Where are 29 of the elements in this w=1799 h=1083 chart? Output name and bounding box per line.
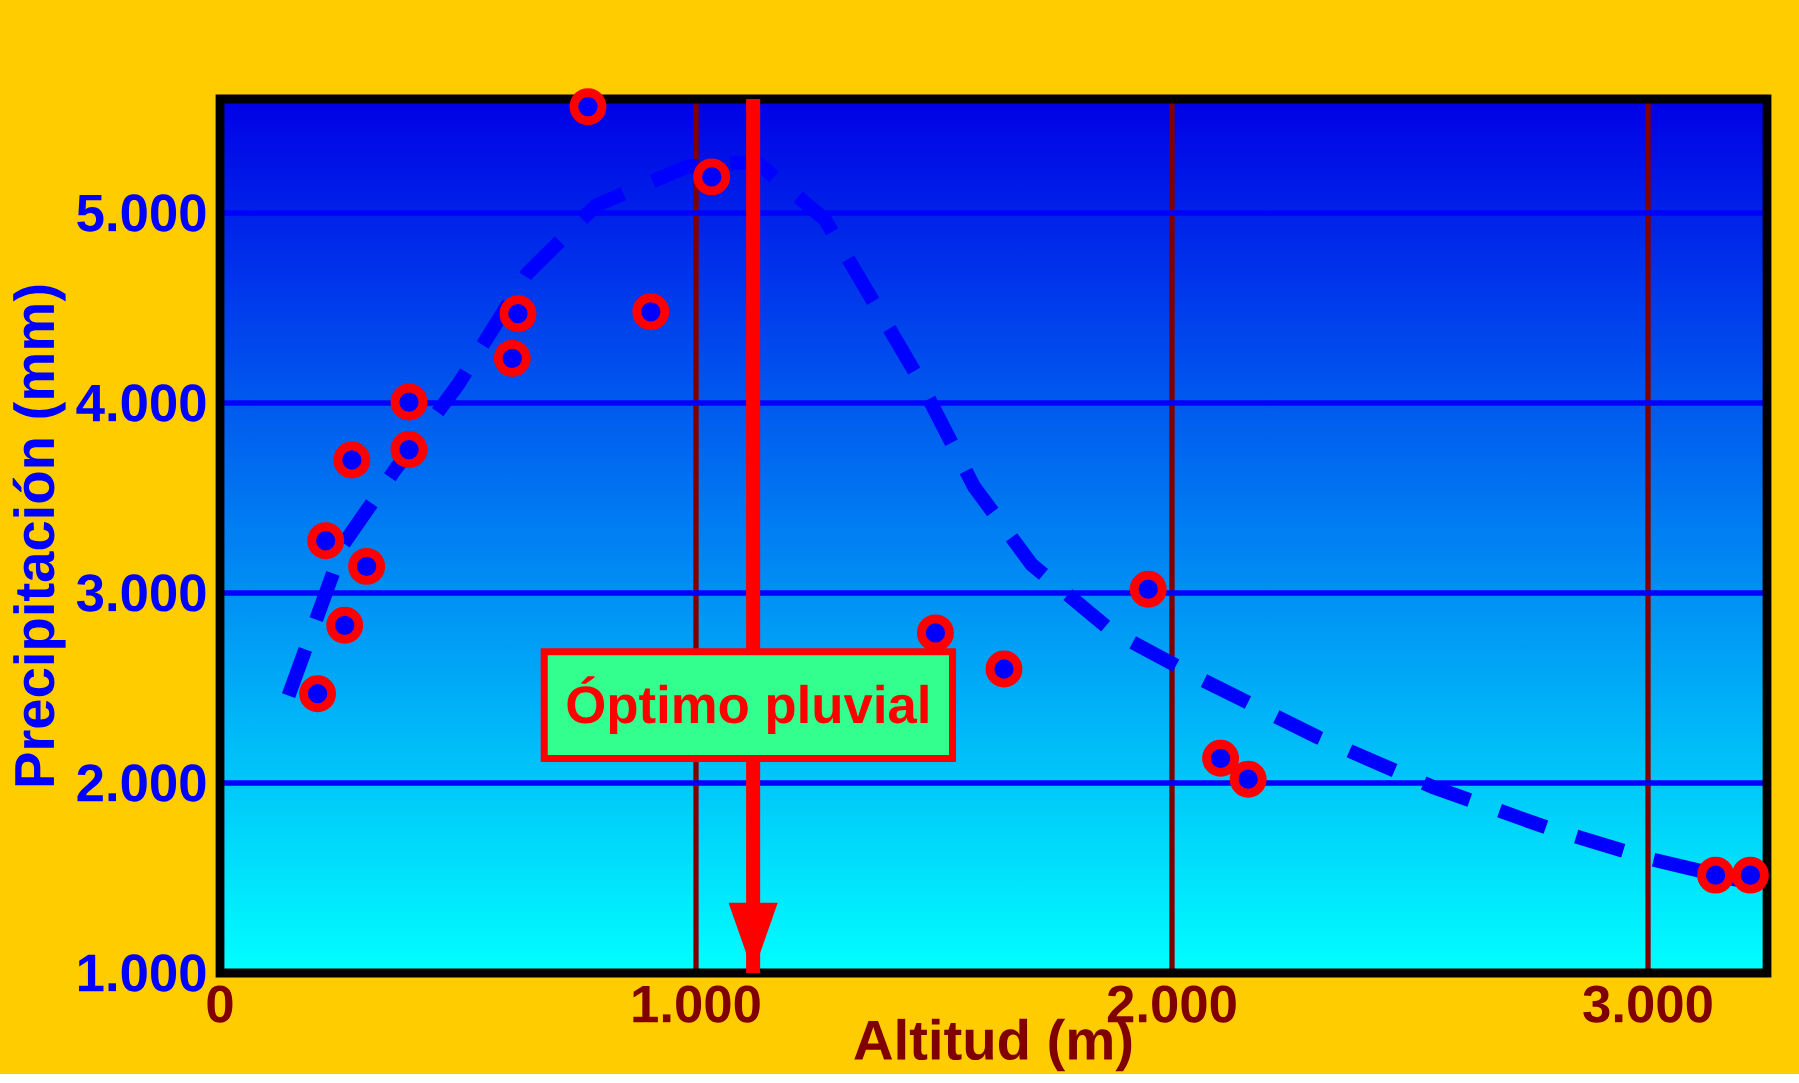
y-tick-label: 5.000	[77, 194, 206, 232]
y-tick-label: 4.000	[76, 384, 206, 422]
point	[499, 295, 537, 333]
point	[1202, 739, 1240, 777]
y-tick-label: 3.000	[76, 574, 206, 612]
y-tick-label: 1.000	[78, 954, 206, 992]
x-tick-label: 1.000	[633, 985, 760, 1023]
point	[1731, 856, 1769, 894]
point	[569, 88, 607, 126]
y-tick-label: 2.000	[77, 764, 206, 802]
point	[632, 293, 670, 331]
point	[326, 606, 364, 644]
x-tick-label: 0	[207, 985, 233, 1023]
point	[307, 522, 345, 560]
point	[348, 547, 386, 585]
point	[1129, 570, 1167, 608]
point	[985, 650, 1023, 688]
x-tick-label: 3.000	[1583, 985, 1712, 1023]
ref-line-label: Óptimo pluvial	[567, 676, 928, 734]
point	[493, 339, 531, 377]
point	[390, 383, 428, 421]
point	[693, 158, 731, 196]
y-axis-title: Precipitación (mm)	[12, 285, 66, 786]
point	[299, 675, 337, 713]
point	[1697, 856, 1735, 894]
point	[1229, 760, 1267, 798]
point	[916, 614, 954, 652]
point	[333, 441, 371, 479]
point	[390, 431, 428, 469]
